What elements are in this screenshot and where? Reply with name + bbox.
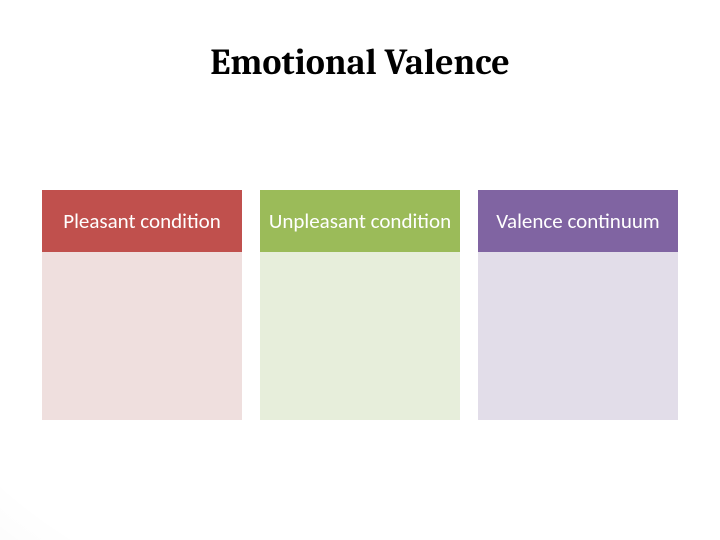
slide-title: Emotional Valence bbox=[0, 42, 720, 83]
panel-pleasant: Pleasant condition bbox=[42, 190, 242, 420]
panel-header-valence: Valence continuum bbox=[478, 190, 678, 252]
panel-body-unpleasant bbox=[260, 252, 460, 420]
panel-body-valence bbox=[478, 252, 678, 420]
panel-valence: Valence continuum bbox=[478, 190, 678, 420]
panels-row: Pleasant condition Unpleasant condition Va… bbox=[42, 190, 678, 420]
slide: Emotional Valence Pleasant condition Unpl… bbox=[0, 0, 720, 540]
panel-unpleasant: Unpleasant condition bbox=[260, 190, 460, 420]
panel-header-pleasant: Pleasant condition bbox=[42, 190, 242, 252]
panel-header-unpleasant: Unpleasant condition bbox=[260, 190, 460, 252]
panel-body-pleasant bbox=[42, 252, 242, 420]
